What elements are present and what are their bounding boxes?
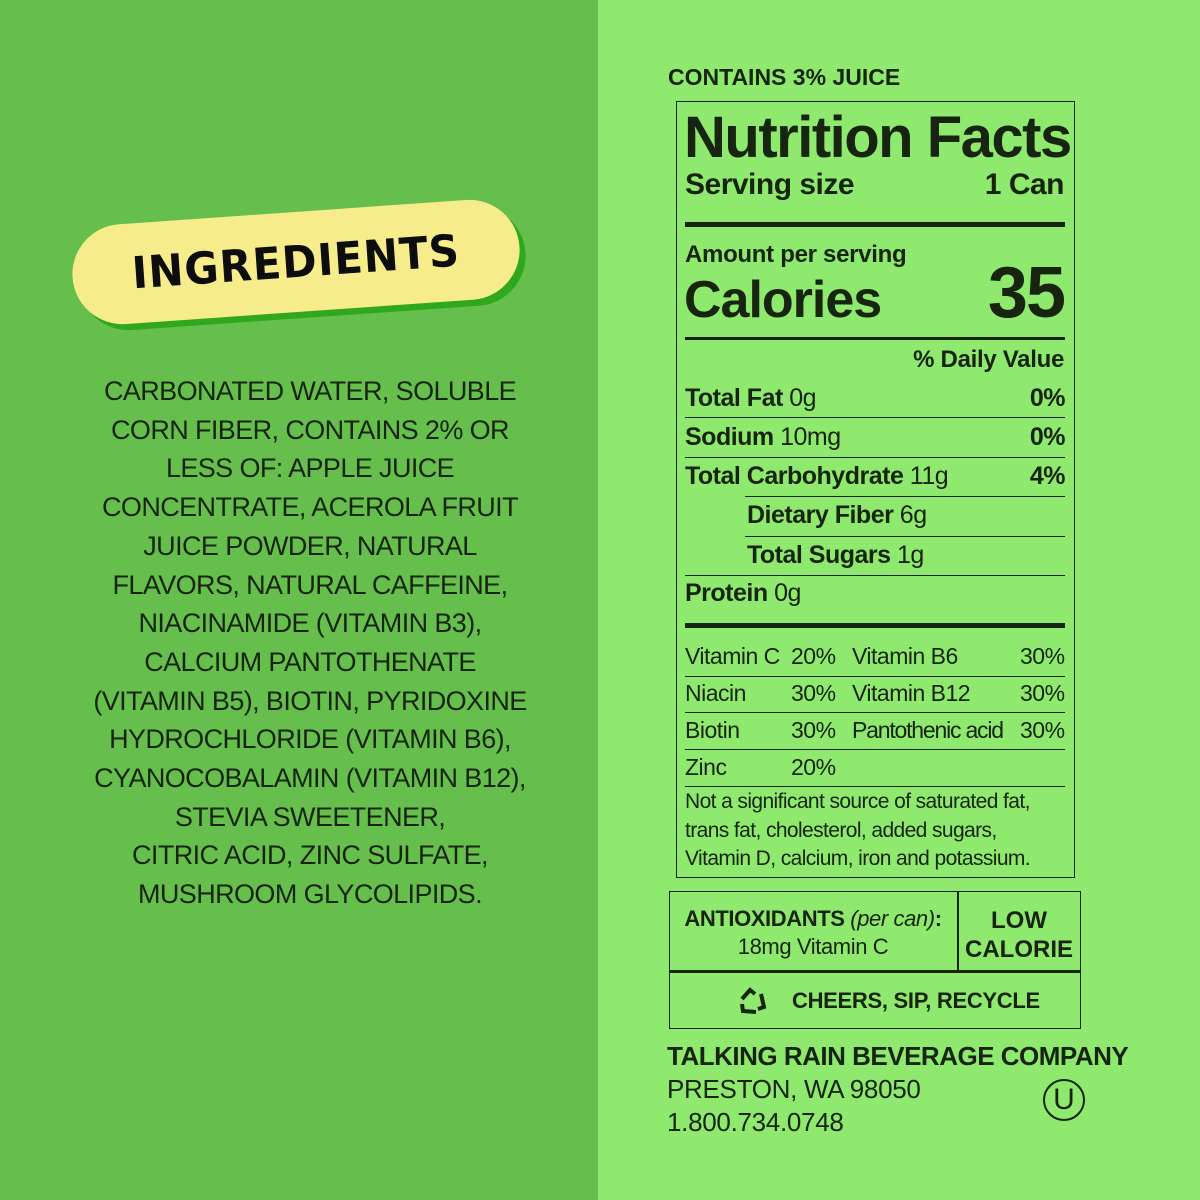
divider [745,536,1065,537]
vitamin-name: Pantothenic acid [852,717,1004,743]
nutrient-amount: 11g [909,462,949,490]
ingredients-line: CALCIUM PANTOTHENATE [144,646,476,677]
vitamin-percent: 20% [791,754,836,780]
vitamin-name: Zinc [685,754,727,780]
ingredients-line: CITRIC ACID, ZINC SULFATE, [132,840,489,871]
ingredients-line: CYANOCOBALAMIN (VITAMIN B12), [94,763,526,794]
nutrition-facts-title: Nutrition Facts [684,105,1072,170]
divider [685,457,1065,458]
antioxidants-value: 18mg Vitamin C [737,934,889,959]
vitamin-percent: 30% [791,680,836,706]
vitamin-percent: 30% [1020,680,1065,706]
ingredients-line: HYDROCHLORIDE (VITAMIN B6), [109,724,511,755]
nutrition-panel [598,0,1200,1200]
divider [957,892,959,970]
vitamin-percent: 20% [791,643,836,669]
ingredients-line: FLAVORS, NATURAL CAFFEINE, [112,569,509,600]
footnote-line: Vitamin D, calcium, iron and potassium. [685,847,1031,870]
company-address: PRESTON, WA 98050 [667,1074,921,1104]
nutrient-name: Sodium [685,423,774,451]
divider [669,970,1081,973]
ingredients-line: CARBONATED WATER, SOLUBLE [103,376,517,406]
vitamin-name: Biotin [685,717,740,743]
ingredients-title: INGREDIENTS [130,225,462,299]
nutrient-row-total-fat: Total Fat 0g 0% [685,384,1066,413]
kosher-symbol: U [1043,1079,1085,1121]
footnote: Not a significant source of saturated fa… [685,788,1031,874]
antioxidants-label: ANTIOXIDANTS [684,906,845,931]
divider [685,786,1065,787]
nutrient-name: Dietary Fiber [747,501,894,529]
ingredients-line: LESS OF: APPLE JUICE [165,453,455,484]
vitamin-name: Vitamin C [685,643,780,669]
divider [685,417,1065,418]
divider [685,222,1065,227]
claims-box [669,891,1081,1029]
ingredients-line: (VITAMIN B5), BIOTIN, PYRIDOXINE [93,685,527,716]
vitamin-name: Vitamin B12 [852,680,971,706]
ingredients-panel: INGREDIENTS CARBONATED WATER, SOLUBLE CO… [0,0,598,1200]
antioxidants-claim: ANTIOXIDANTS (per can): 18mg Vitamin C [669,906,957,960]
nutrient-percent: 0% [1029,423,1066,451]
nutrient-name: Total Carbohydrate [685,462,904,490]
ingredients-line: JUICE POWDER, NATURAL [143,530,477,561]
ingredients-line: CONCENTRATE, ACEROLA FRUIT [102,492,519,523]
serving-size-label: Serving size [685,168,855,201]
divider [685,623,1065,628]
ingredients-line: STEVIA SWEETENER, [174,801,446,832]
vitamin-name: Niacin [685,680,746,706]
nutrient-row-sodium: Sodium 10mg 0% [685,423,1066,452]
vitamin-percent: 30% [1020,717,1065,743]
divider [685,676,1065,677]
daily-value-header: % Daily Value [913,346,1064,373]
nutrient-row-total-carbohydrate: Total Carbohydrate 11g 4% [685,462,1066,491]
vitamin-name: Vitamin B6 [852,643,958,669]
nutrient-name: Protein [685,579,768,607]
company-phone: 1.800.734.0748 [667,1107,844,1137]
ingredients-line: NIACINAMIDE (VITAMIN B3), [138,608,482,639]
company-name: TALKING RAIN BEVERAGE COMPANY [667,1041,1129,1071]
divider [685,749,1065,750]
divider [745,496,1065,497]
nutrient-amount: 10mg [780,423,841,451]
nutrient-name: Total Fat [685,384,783,412]
nutrient-percent: 0% [1029,384,1066,412]
amount-per-serving: Amount per serving [685,241,907,268]
nutrient-row-protein: Protein 0g [685,579,1065,608]
nutrient-row-total-sugars: Total Sugars 1g [747,541,1065,570]
nutrient-amount: 6g [899,501,927,529]
ingredients-line: MUSHROOM GLYCOLIPIDS. [138,879,483,910]
nutrient-amount: 1g [897,541,924,569]
nutrient-row-dietary-fiber: Dietary Fiber 6g [747,501,1065,530]
vitamin-percent: 30% [1020,643,1065,669]
recycle-message: CHEERS, SIP, RECYCLE [792,988,1040,1013]
divider [685,337,1065,340]
nutrition-facts-box [676,101,1075,878]
nutrient-amount: 0g [789,384,817,412]
recycle-icon [740,987,767,1014]
ingredients-line: CORN FIBER, CONTAINS 2% OR [111,414,510,445]
calories-value: 35 [987,253,1066,333]
juice-content: CONTAINS 3% JUICE [668,64,901,90]
nutrient-amount: 0g [774,579,801,607]
vitamin-percent: 30% [791,717,836,743]
footnote-line: Not a significant source of saturated fa… [685,790,1030,813]
divider [685,575,1065,576]
divider [685,712,1065,713]
antioxidants-note: (per can) [850,906,935,931]
nutrient-percent: 4% [1029,462,1066,490]
ingredients-list: CARBONATED WATER, SOLUBLE CORN FIBER, CO… [40,372,580,914]
footnote-line: trans fat, cholesterol, added sugars, [685,818,997,842]
serving-size-value: 1 Can [984,168,1065,201]
nutrient-name: Total Sugars [747,541,891,569]
calories-label: Calories [684,271,882,329]
ingredients-badge: INGREDIENTS [69,196,523,328]
low-calorie-claim: LOW CALORIE [965,907,1073,963]
